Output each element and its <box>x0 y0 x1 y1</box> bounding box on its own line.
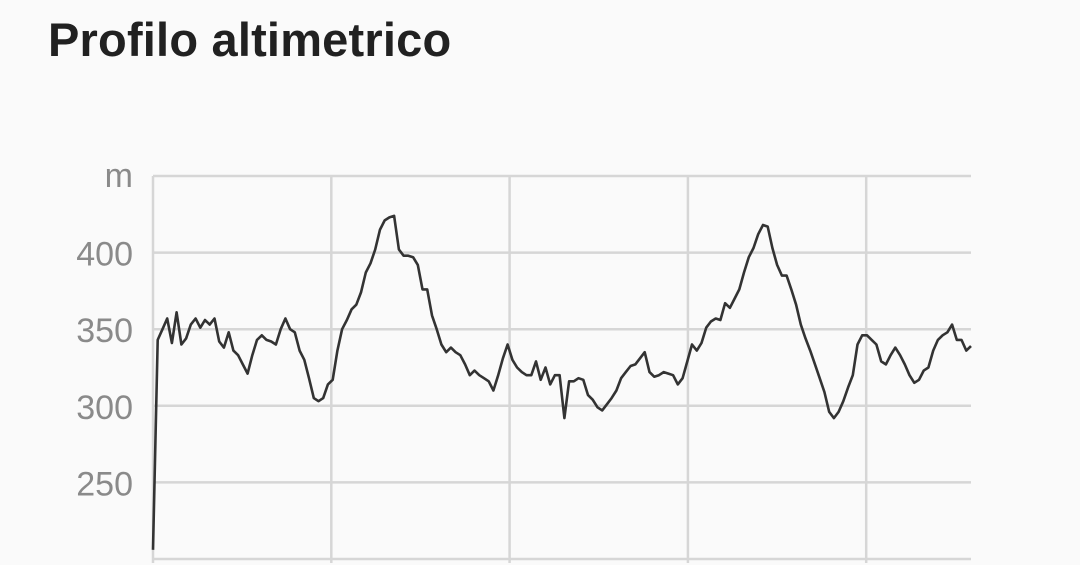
y-axis-unit-label: m <box>105 157 133 195</box>
y-tick-label: 250 <box>76 465 133 503</box>
y-axis-ticks: m 250 300 350 400 <box>76 157 133 503</box>
y-tick-label: 350 <box>76 312 133 350</box>
y-tick-label: 400 <box>76 236 133 274</box>
page-title: Profilo altimetrico <box>48 13 452 66</box>
elevation-line <box>151 214 972 550</box>
y-tick-label: 300 <box>76 389 133 427</box>
grid <box>151 174 971 563</box>
